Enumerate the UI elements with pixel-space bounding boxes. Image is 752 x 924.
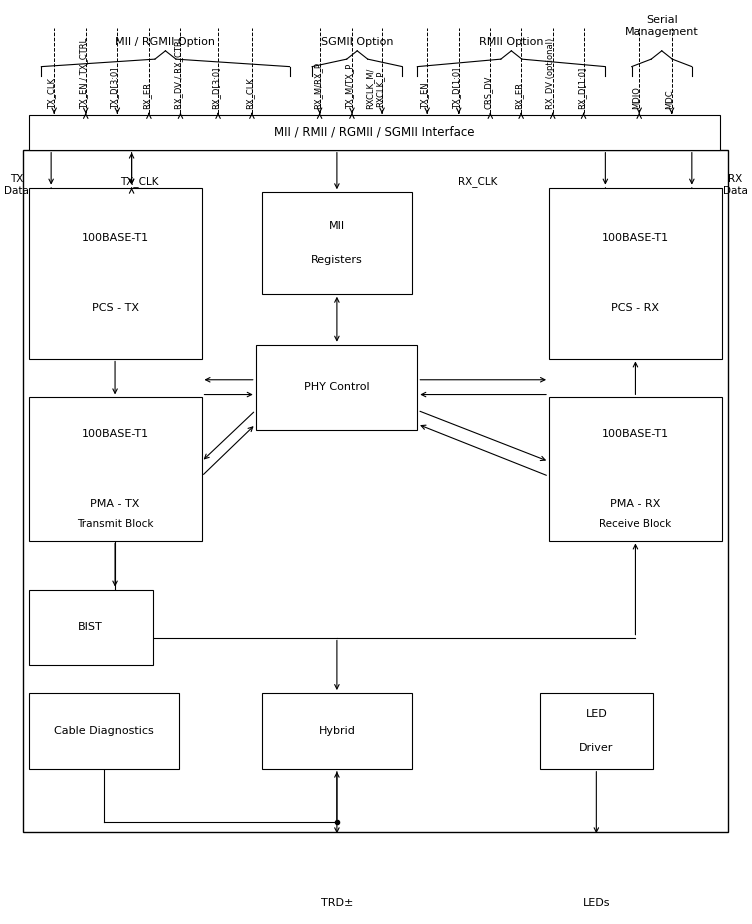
Text: RX_ER: RX_ER (142, 82, 151, 109)
Text: RXCLK_M/
RXCLK_P: RXCLK_M/ RXCLK_P (365, 67, 384, 109)
Text: TX_D[1:0]: TX_D[1:0] (452, 67, 461, 109)
Text: MII: MII (329, 222, 345, 231)
Text: TX_M/TX_P: TX_M/TX_P (345, 64, 354, 109)
Text: TX_CLK: TX_CLK (120, 176, 159, 187)
Text: PCS - TX: PCS - TX (92, 303, 138, 313)
Text: MDC: MDC (665, 90, 674, 109)
FancyBboxPatch shape (549, 188, 722, 359)
Text: MDIO: MDIO (632, 86, 641, 109)
Text: RX_M/RX_P: RX_M/RX_P (313, 62, 322, 109)
FancyBboxPatch shape (29, 115, 720, 150)
FancyBboxPatch shape (540, 693, 653, 769)
Text: LEDs: LEDs (583, 898, 610, 908)
Text: 100BASE-T1: 100BASE-T1 (81, 429, 149, 439)
Text: RX_D[1:0]: RX_D[1:0] (577, 67, 586, 109)
Text: PHY Control: PHY Control (304, 383, 369, 392)
Text: TX_D[3:0]: TX_D[3:0] (111, 67, 120, 109)
Text: PCS - RX: PCS - RX (611, 303, 660, 313)
Text: RX_DV / RX_CTRL: RX_DV / RX_CTRL (174, 36, 183, 109)
FancyBboxPatch shape (29, 397, 202, 541)
Text: TX
Data: TX Data (4, 174, 29, 196)
FancyBboxPatch shape (29, 590, 153, 665)
Text: PMA - TX: PMA - TX (90, 499, 140, 509)
Text: TRD±: TRD± (320, 898, 353, 908)
Text: RX_DV (optional): RX_DV (optional) (546, 38, 555, 109)
Text: Receive Block: Receive Block (599, 519, 672, 529)
Text: 100BASE-T1: 100BASE-T1 (602, 233, 669, 243)
Text: Registers: Registers (311, 255, 362, 264)
FancyBboxPatch shape (29, 693, 179, 769)
Text: MII / RMII / RGMII / SGMII Interface: MII / RMII / RGMII / SGMII Interface (274, 126, 475, 139)
Text: MII / RGMII Option: MII / RGMII Option (116, 37, 215, 47)
FancyBboxPatch shape (262, 192, 412, 294)
Text: TX_EN / TX_CTRL: TX_EN / TX_CTRL (79, 38, 88, 109)
Text: Transmit Block: Transmit Block (77, 519, 153, 529)
Text: CRS_DV: CRS_DV (484, 76, 493, 109)
Text: BIST: BIST (78, 623, 103, 632)
Text: RX
Data: RX Data (723, 174, 748, 196)
FancyBboxPatch shape (29, 188, 202, 359)
Text: TX_EN: TX_EN (420, 82, 429, 109)
Text: 100BASE-T1: 100BASE-T1 (81, 233, 149, 243)
Text: PMA - RX: PMA - RX (611, 499, 660, 509)
Text: RX_ER: RX_ER (514, 82, 523, 109)
FancyBboxPatch shape (262, 693, 412, 769)
Text: Hybrid: Hybrid (318, 726, 356, 736)
Text: Cable Diagnostics: Cable Diagnostics (54, 726, 153, 736)
Text: LED: LED (586, 710, 607, 719)
FancyBboxPatch shape (549, 397, 722, 541)
Text: Driver: Driver (579, 743, 614, 752)
FancyBboxPatch shape (256, 345, 417, 430)
Text: RX_CLK: RX_CLK (245, 78, 254, 109)
Text: RMII Option: RMII Option (479, 37, 544, 47)
Text: TX_CLK: TX_CLK (47, 78, 56, 109)
Text: RX_CLK: RX_CLK (458, 176, 497, 187)
Text: RX_D[3:0]: RX_D[3:0] (211, 67, 220, 109)
Text: 100BASE-T1: 100BASE-T1 (602, 429, 669, 439)
Text: Serial
Management: Serial Management (625, 16, 699, 37)
Text: SGMII Option: SGMII Option (321, 37, 393, 47)
